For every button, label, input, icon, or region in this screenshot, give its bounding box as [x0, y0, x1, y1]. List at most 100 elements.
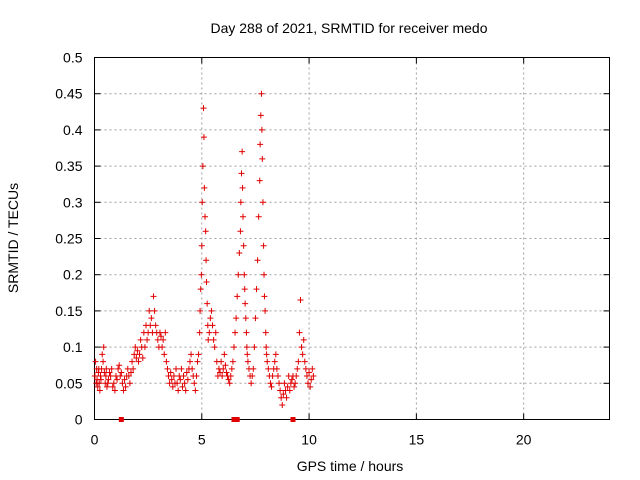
data-point: [136, 351, 143, 358]
data-point: [228, 365, 235, 372]
data-point: [197, 286, 204, 293]
data-point: [168, 376, 175, 383]
data-point: [141, 344, 148, 351]
y-tick-label: 0.45: [55, 86, 82, 102]
data-point: [206, 329, 213, 336]
data-point: [122, 383, 129, 390]
data-point: [132, 344, 139, 351]
data-point: [125, 373, 132, 380]
data-point: [134, 347, 141, 354]
y-tick-label: 0.25: [55, 231, 82, 247]
data-point: [256, 177, 263, 184]
data-point: [191, 380, 198, 387]
y-tick-label: 0.35: [55, 158, 82, 174]
data-point: [243, 344, 250, 351]
data-point: [217, 369, 224, 376]
baseline-mark: [231, 417, 237, 422]
data-point: [255, 213, 262, 220]
data-point: [101, 369, 108, 376]
data-point: [277, 387, 284, 394]
data-point: [238, 170, 245, 177]
data-point: [104, 380, 111, 387]
data-point: [223, 369, 230, 376]
data-point: [274, 373, 281, 380]
data-point: [99, 351, 106, 358]
data-point: [268, 383, 275, 390]
data-point: [301, 358, 308, 365]
data-point: [261, 271, 268, 278]
data-point: [267, 380, 274, 387]
data-point: [276, 380, 283, 387]
data-point: [265, 365, 272, 372]
data-point: [167, 369, 174, 376]
x-tick-label: 10: [301, 432, 317, 448]
data-point: [294, 365, 301, 372]
data-point: [225, 376, 232, 383]
data-point: [281, 380, 288, 387]
data-point: [295, 358, 302, 365]
data-point: [299, 351, 306, 358]
data-point: [198, 242, 205, 249]
x-tick-label: 0: [91, 432, 99, 448]
y-tick-label: 0: [75, 412, 83, 428]
y-tick-label: 0.4: [63, 122, 83, 138]
data-point: [175, 387, 182, 394]
data-point: [189, 365, 196, 372]
data-point: [164, 365, 171, 372]
data-point: [288, 376, 295, 383]
data-point: [186, 358, 193, 365]
data-point: [241, 286, 248, 293]
data-point: [137, 336, 144, 343]
data-point: [97, 376, 104, 383]
data-point: [293, 373, 300, 380]
x-axis-label: GPS time / hours: [297, 458, 404, 474]
data-point: [100, 344, 107, 351]
data-point: [160, 336, 167, 343]
data-point: [173, 365, 180, 372]
data-point: [165, 373, 172, 380]
data-point: [118, 369, 125, 376]
data-point: [203, 257, 210, 264]
data-point: [117, 373, 124, 380]
data-point: [150, 293, 157, 300]
data-point: [310, 373, 317, 380]
y-tick-label: 0.05: [55, 375, 82, 391]
data-point: [292, 380, 299, 387]
data-point: [258, 126, 265, 133]
data-point: [208, 307, 215, 314]
data-point: [309, 365, 316, 372]
data-point: [303, 373, 310, 380]
data-point: [201, 184, 208, 191]
baseline-mark: [290, 417, 296, 422]
data-point: [259, 199, 266, 206]
data-point: [250, 365, 257, 372]
data-point: [200, 105, 207, 112]
data-point: [126, 380, 133, 387]
data-point: [249, 373, 256, 380]
data-point: [280, 391, 287, 398]
data-point: [130, 365, 137, 372]
data-point: [127, 369, 134, 376]
data-point: [100, 358, 107, 365]
data-point: [297, 297, 304, 304]
data-point: [298, 344, 305, 351]
data-point: [146, 307, 153, 314]
x-tick-label: 5: [198, 432, 206, 448]
data-point: [193, 373, 200, 380]
data-point: [92, 358, 99, 365]
data-point: [152, 322, 159, 329]
data-point: [269, 373, 276, 380]
baseline-mark: [234, 417, 240, 422]
data-point: [300, 336, 307, 343]
data-point: [195, 351, 202, 358]
data-point: [253, 286, 260, 293]
data-point: [154, 336, 161, 343]
data-point: [278, 394, 285, 401]
data-point: [227, 373, 234, 380]
data-point: [139, 354, 146, 361]
data-point: [177, 376, 184, 383]
data-point: [199, 199, 206, 206]
data-point: [260, 242, 267, 249]
data-point: [162, 329, 169, 336]
data-point: [94, 383, 101, 390]
